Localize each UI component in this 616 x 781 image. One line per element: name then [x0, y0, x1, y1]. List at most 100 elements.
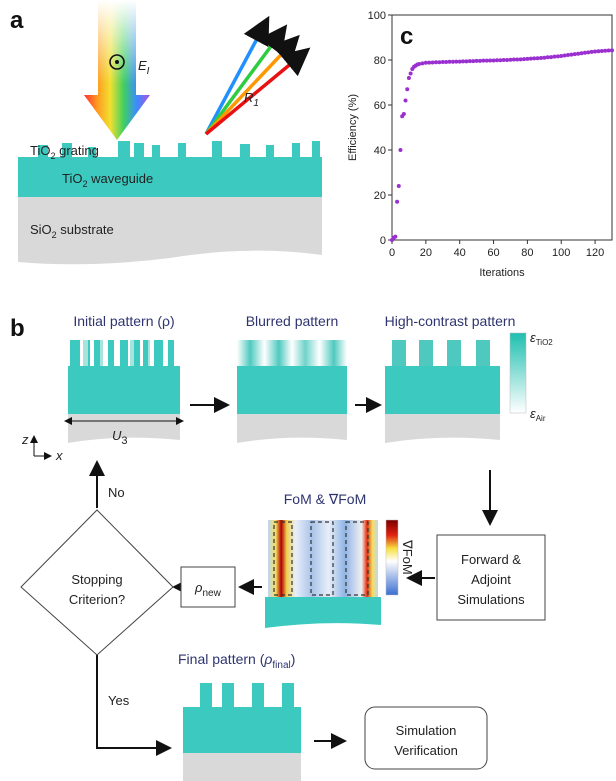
branch-label: Yes — [108, 693, 130, 708]
grating-tooth — [240, 144, 250, 157]
pattern-stripe — [108, 340, 110, 366]
pattern-stripe — [114, 340, 120, 366]
pattern-stripe — [100, 340, 103, 366]
decision-text: Stopping — [71, 572, 122, 587]
y-tick-label: 40 — [374, 145, 386, 157]
step-title: Blurred pattern — [246, 313, 339, 329]
data-point — [559, 54, 563, 58]
grating-tooth — [312, 141, 320, 157]
pattern-stripe — [80, 340, 83, 366]
pattern-stripe — [148, 340, 150, 366]
data-point — [404, 99, 408, 103]
contrast-structure — [385, 340, 500, 443]
pattern-stripe — [94, 340, 100, 366]
pattern-stripe — [174, 340, 180, 366]
colorbar-label: εTiO2 — [530, 330, 553, 347]
data-point — [583, 51, 587, 55]
data-point — [398, 148, 402, 152]
data-point — [405, 87, 409, 91]
pattern-stripe — [154, 340, 160, 366]
data-point — [573, 52, 577, 56]
data-point — [395, 200, 399, 204]
data-point — [610, 48, 614, 52]
pattern-stripe — [74, 340, 80, 366]
data-point — [569, 53, 573, 57]
data-point — [556, 54, 560, 58]
step-title: FoM & ∇FoM — [284, 491, 366, 507]
x-tick-label: 80 — [521, 247, 533, 259]
y-tick-label: 100 — [368, 10, 386, 22]
grating-tooth — [118, 141, 130, 157]
incident-label: EI — [138, 58, 150, 77]
axis-label: x — [55, 448, 63, 463]
axis-label: z — [21, 432, 29, 447]
data-point — [402, 112, 406, 116]
step-title: Initial pattern (ρ) — [73, 313, 174, 329]
verification-box — [365, 707, 487, 769]
grating-tooth — [212, 141, 222, 157]
data-point — [397, 184, 401, 188]
data-point — [407, 76, 411, 80]
data-point — [590, 50, 594, 54]
pattern-stripe — [110, 340, 114, 366]
y-tick-label: 60 — [374, 100, 386, 112]
decision-text: Criterion? — [69, 592, 125, 607]
data-point — [563, 54, 567, 58]
pattern-stripe — [103, 340, 108, 366]
rho-box — [181, 567, 235, 607]
panel-label: c — [400, 23, 413, 50]
x-tick-label: 40 — [454, 247, 466, 259]
grating-tooth — [134, 143, 144, 157]
figure: a EI R1 TiO2 grating TiO2 waveguide SiO2… — [0, 0, 616, 781]
box-text: Verification — [394, 743, 458, 758]
fom-colorbar — [386, 520, 398, 595]
grating-tooth — [292, 143, 300, 157]
x-axis-label: Iterations — [479, 267, 525, 279]
x-tick-label: 20 — [420, 247, 432, 259]
x-tick-label: 120 — [586, 247, 604, 259]
box-text: Forward & — [461, 552, 521, 567]
data-point — [576, 52, 580, 56]
box-text: Simulation — [396, 723, 457, 738]
pattern-stripe — [160, 340, 163, 366]
pattern-stripe — [90, 340, 94, 366]
box-text: Adjoint — [471, 572, 511, 587]
reflected-beams — [206, 22, 305, 134]
pattern-stripe — [83, 340, 88, 366]
branch-label: No — [108, 485, 125, 500]
pattern-stripe — [128, 340, 130, 366]
pattern-stripe — [68, 340, 70, 366]
pattern-stripe — [170, 340, 174, 366]
x-tick-label: 0 — [389, 247, 395, 259]
data-point — [420, 61, 424, 65]
y-tick-label: 80 — [374, 55, 386, 67]
pattern-stripe — [168, 340, 170, 366]
data-point — [417, 62, 421, 66]
data-point — [542, 56, 546, 60]
colorbar-label: ∇FoM — [400, 539, 415, 575]
pattern-stripe — [123, 340, 128, 366]
data-point — [586, 50, 590, 54]
data-point — [549, 55, 553, 59]
pattern-stripe — [120, 340, 123, 366]
pattern-stripe — [134, 340, 140, 366]
step-title: Final pattern (ρfinal) — [178, 651, 295, 671]
final-structure — [183, 683, 301, 781]
pattern-stripe — [143, 340, 148, 366]
polarization-dot — [115, 60, 119, 64]
plot-frame — [392, 15, 612, 240]
panel-label: a — [10, 7, 24, 34]
y-tick-label: 20 — [374, 190, 386, 202]
data-point — [566, 53, 570, 57]
data-point — [409, 72, 413, 76]
data-point — [580, 51, 584, 55]
pattern-stripe — [130, 340, 134, 366]
data-point — [393, 235, 397, 239]
pattern-stripe — [150, 340, 154, 366]
box-text: Simulations — [457, 592, 525, 607]
y-axis-label: Efficiency (%) — [347, 94, 359, 161]
step-title: High-contrast pattern — [385, 313, 516, 329]
pattern-stripe — [88, 340, 90, 366]
grating-tooth — [178, 143, 186, 157]
